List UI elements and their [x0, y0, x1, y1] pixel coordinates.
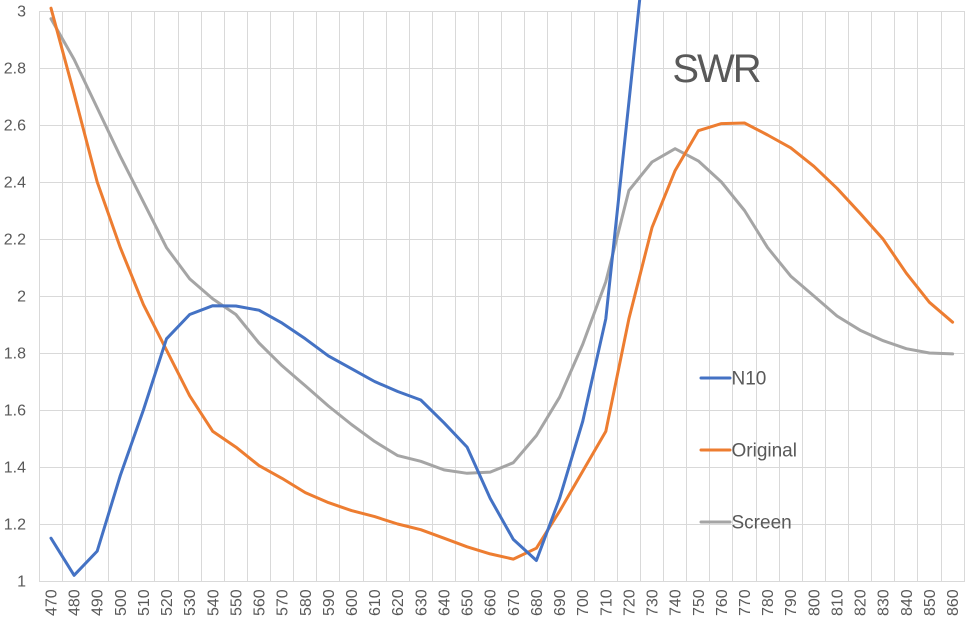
- svg-text:N10: N10: [732, 369, 767, 390]
- svg-text:570: 570: [275, 589, 292, 616]
- svg-text:Original: Original: [732, 441, 797, 462]
- svg-text:700: 700: [575, 589, 592, 616]
- svg-text:660: 660: [483, 589, 500, 616]
- svg-text:850: 850: [922, 589, 939, 616]
- svg-text:610: 610: [367, 589, 384, 616]
- svg-text:650: 650: [460, 589, 477, 616]
- svg-text:500: 500: [113, 589, 130, 616]
- svg-text:750: 750: [691, 589, 708, 616]
- svg-text:470: 470: [44, 589, 61, 616]
- svg-text:2: 2: [17, 289, 26, 306]
- svg-text:520: 520: [159, 589, 176, 616]
- svg-text:620: 620: [390, 589, 407, 616]
- svg-text:590: 590: [321, 589, 338, 616]
- svg-text:820: 820: [853, 589, 870, 616]
- svg-text:810: 810: [830, 589, 847, 616]
- svg-text:490: 490: [90, 589, 107, 616]
- svg-text:720: 720: [621, 589, 638, 616]
- svg-text:780: 780: [760, 589, 777, 616]
- svg-text:640: 640: [437, 589, 454, 616]
- svg-text:SWR: SWR: [672, 47, 760, 91]
- svg-text:830: 830: [876, 589, 893, 616]
- svg-text:710: 710: [598, 589, 615, 616]
- svg-text:530: 530: [182, 589, 199, 616]
- svg-text:840: 840: [899, 589, 916, 616]
- svg-text:670: 670: [506, 589, 523, 616]
- svg-text:1.2: 1.2: [4, 517, 26, 534]
- svg-text:680: 680: [529, 589, 546, 616]
- svg-text:560: 560: [252, 589, 269, 616]
- svg-text:630: 630: [413, 589, 430, 616]
- svg-text:2.8: 2.8: [4, 61, 26, 78]
- svg-text:770: 770: [737, 589, 754, 616]
- svg-text:550: 550: [228, 589, 245, 616]
- svg-text:860: 860: [945, 589, 962, 616]
- svg-text:510: 510: [136, 589, 153, 616]
- svg-text:600: 600: [344, 589, 361, 616]
- svg-text:740: 740: [668, 589, 685, 616]
- svg-text:1.6: 1.6: [4, 403, 26, 420]
- svg-text:760: 760: [714, 589, 731, 616]
- svg-text:2.2: 2.2: [4, 232, 26, 249]
- svg-text:1.4: 1.4: [4, 460, 26, 477]
- svg-text:2.6: 2.6: [4, 118, 26, 135]
- svg-text:2.4: 2.4: [4, 175, 26, 192]
- svg-text:790: 790: [783, 589, 800, 616]
- svg-text:1: 1: [17, 574, 26, 591]
- svg-text:Screen: Screen: [732, 513, 792, 534]
- svg-text:540: 540: [205, 589, 222, 616]
- svg-text:730: 730: [645, 589, 662, 616]
- svg-text:480: 480: [67, 589, 84, 616]
- svg-text:800: 800: [806, 589, 823, 616]
- svg-text:1.8: 1.8: [4, 346, 26, 363]
- svg-text:580: 580: [298, 589, 315, 616]
- svg-text:3: 3: [17, 4, 26, 21]
- svg-text:690: 690: [552, 589, 569, 616]
